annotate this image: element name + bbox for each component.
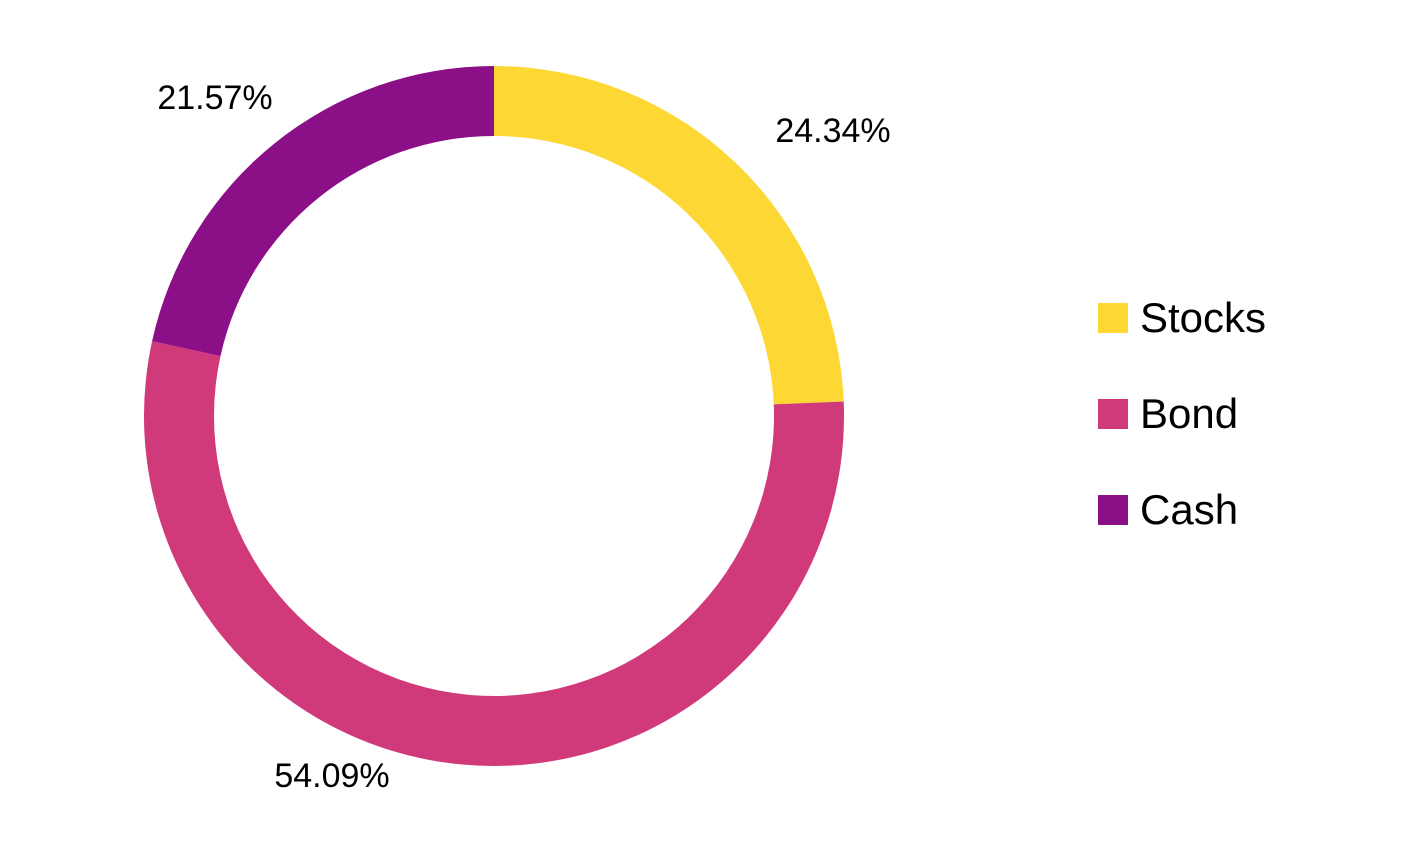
data-label-stocks: 24.34% — [775, 112, 890, 150]
legend-item-bond[interactable]: Bond — [1098, 390, 1266, 438]
data-label-bond: 54.09% — [274, 757, 389, 795]
slice-stocks[interactable] — [494, 66, 844, 405]
legend-label-stocks: Stocks — [1140, 294, 1267, 341]
data-labels: 24.34% 54.09% 21.57% — [157, 79, 890, 795]
legend-label-bond: Bond — [1140, 390, 1239, 437]
donut-slices — [143, 66, 844, 767]
legend: Stocks Bond Cash — [1098, 294, 1266, 582]
legend-item-cash[interactable]: Cash — [1098, 486, 1266, 534]
slice-bond[interactable] — [143, 341, 844, 767]
legend-swatch-cash — [1098, 495, 1128, 525]
legend-swatch-stocks — [1098, 303, 1128, 333]
legend-swatch-bond — [1098, 399, 1128, 429]
legend-label-cash: Cash — [1140, 486, 1239, 533]
slice-cash[interactable] — [152, 66, 495, 357]
legend-item-stocks[interactable]: Stocks — [1098, 294, 1266, 342]
data-label-cash: 21.57% — [157, 79, 272, 117]
